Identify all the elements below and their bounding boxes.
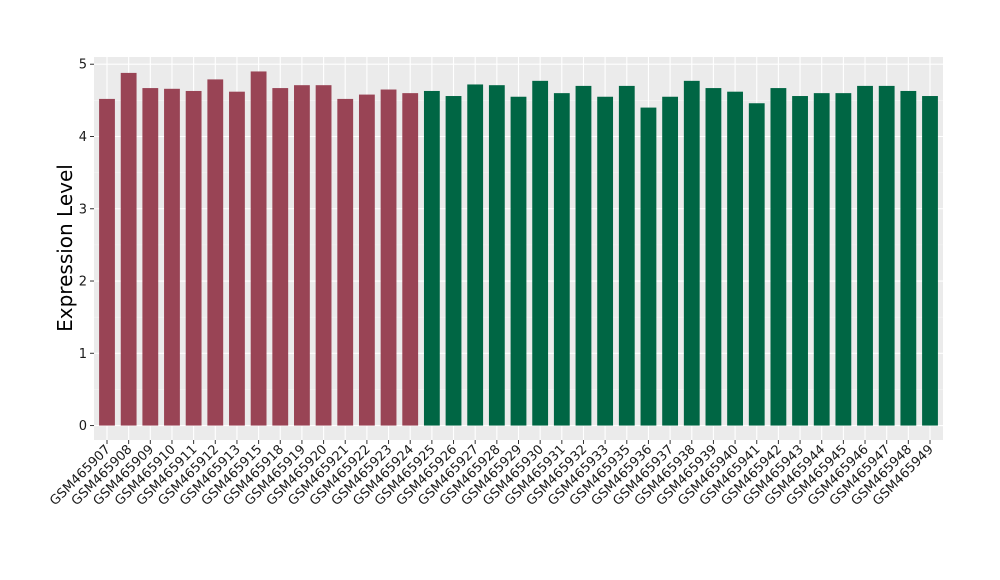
bar xyxy=(250,71,267,426)
bar xyxy=(640,107,657,426)
bar xyxy=(467,84,484,426)
bar xyxy=(857,85,873,426)
bar xyxy=(878,85,895,426)
bar xyxy=(770,88,787,426)
bar xyxy=(727,91,743,426)
bar xyxy=(402,93,419,426)
bar xyxy=(315,85,332,426)
y-axis: 0 1 2 3 4 5 xyxy=(79,58,94,434)
y-tick-label: 2 xyxy=(79,275,87,290)
bar xyxy=(488,85,505,426)
bar xyxy=(835,93,852,426)
x-axis: GSM465907GSM465908GSM465909GSM465910GSM4… xyxy=(47,440,937,509)
bar xyxy=(294,85,310,426)
y-tick-label: 1 xyxy=(79,347,87,362)
bar xyxy=(445,96,462,426)
y-tick-label: 4 xyxy=(79,130,87,145)
bar xyxy=(272,88,289,426)
y-axis-label: Expression Level xyxy=(53,164,77,332)
bar xyxy=(813,93,830,426)
bars xyxy=(99,71,938,426)
bar xyxy=(99,98,115,426)
y-tick-label: 5 xyxy=(79,58,87,73)
y-tick-label: 3 xyxy=(79,202,87,217)
bar xyxy=(662,96,679,426)
bar xyxy=(229,91,245,426)
bar xyxy=(900,90,917,426)
bar xyxy=(423,90,440,426)
bar xyxy=(380,89,397,426)
bar xyxy=(142,88,159,426)
bar xyxy=(683,80,700,426)
bar xyxy=(792,96,808,426)
bar xyxy=(358,94,375,426)
bar xyxy=(575,85,592,426)
bar xyxy=(510,96,527,426)
bar xyxy=(922,96,938,426)
bar xyxy=(618,85,635,426)
bar xyxy=(120,72,137,426)
bar xyxy=(185,90,202,426)
bar xyxy=(705,88,722,426)
y-tick-label: 0 xyxy=(79,419,87,434)
bar xyxy=(553,93,570,426)
bar xyxy=(532,80,549,426)
bar xyxy=(748,103,765,426)
bar xyxy=(164,88,180,426)
bar xyxy=(597,96,614,426)
bar xyxy=(207,79,224,426)
bar xyxy=(337,98,354,426)
